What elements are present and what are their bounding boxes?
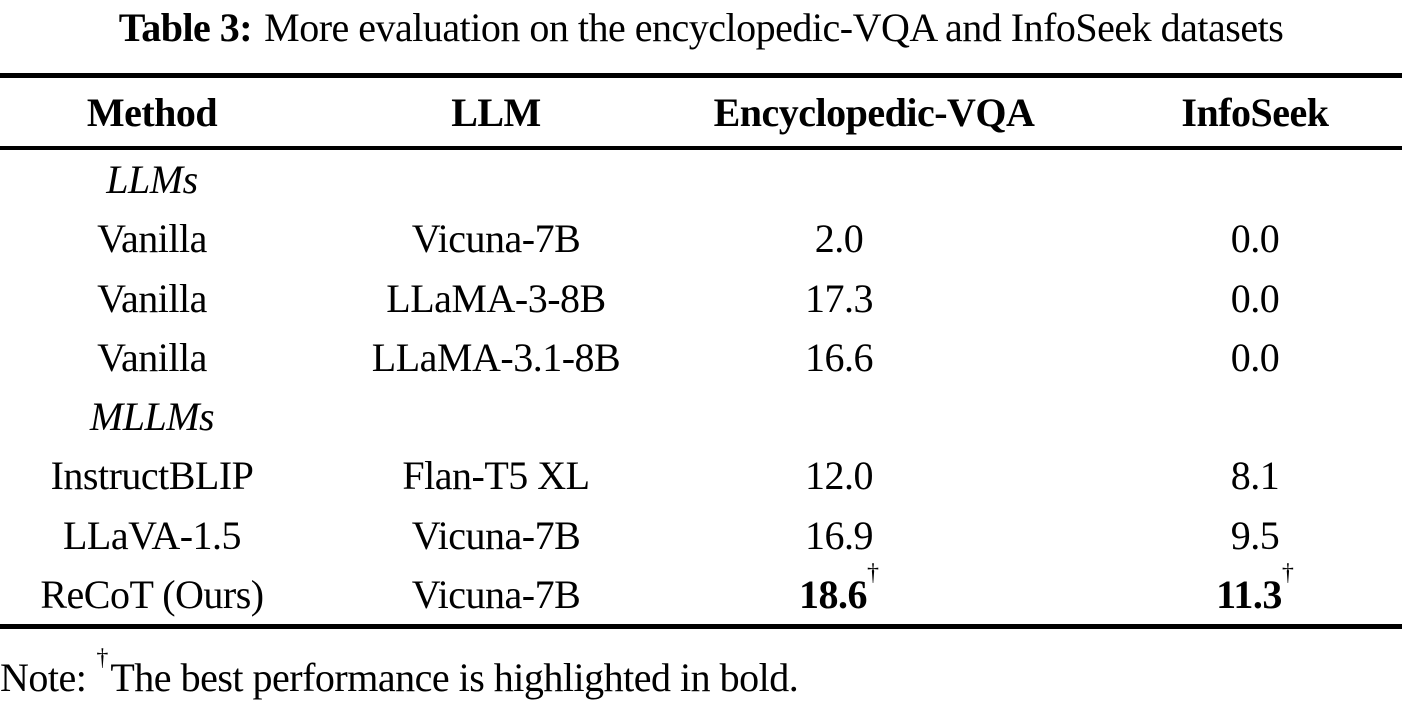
column-header-llm: LLM [451, 89, 541, 135]
infoseek-cell: 8.1 [1230, 453, 1280, 499]
table-row: InstructBLIP Flan-T5 XL 12.0 8.1 [0, 446, 1402, 505]
table-row: Vanilla LLaMA-3-8B 17.3 0.0 [0, 269, 1402, 328]
table-header-row: Method LLM Encyclopedic-VQA InfoSeek [0, 78, 1402, 146]
vqa-cell: 2.0 [814, 216, 864, 262]
top-rule [0, 73, 1402, 78]
llm-cell: Vicuna-7B [411, 571, 581, 617]
infoseek-cell: 11.3† [1080, 561, 1402, 624]
table-row: Vanilla LLaMA-3.1-8B 16.6 0.0 [0, 328, 1402, 387]
table-row-ours: ReCoT (Ours) Vicuna-7B 18.6† 11.3† [0, 561, 1402, 624]
section-row-llms: LLMs [0, 150, 1402, 209]
vqa-cell: 16.9 [805, 512, 874, 558]
section-cell: LLMs [106, 157, 198, 203]
table-caption: Table 3: More evaluation on the encyclope… [0, 0, 1402, 56]
method-cell: LLaVA-1.5 [62, 512, 242, 558]
table-row: Vanilla Vicuna-7B 2.0 0.0 [0, 209, 1402, 268]
llm-cell: LLaMA-3.1-8B [371, 334, 621, 380]
table-footnote: Note: †The best performance is highlighte… [0, 646, 1402, 702]
infoseek-cell: 0.0 [1230, 275, 1280, 321]
infoseek-cell: 9.5 [1230, 512, 1280, 558]
method-cell: Vanilla [97, 334, 207, 380]
column-header-encyclopedic-vqa: Encyclopedic-VQA [713, 89, 1035, 135]
method-cell: Vanilla [97, 275, 207, 321]
vqa-cell: 17.3 [805, 275, 874, 321]
dagger-superscript: † [1281, 559, 1294, 586]
best-value: 11.3 [1216, 571, 1282, 617]
section-row-mllms: MLLMs [0, 387, 1402, 446]
bottom-rule [0, 624, 1402, 629]
llm-cell: Vicuna-7B [411, 216, 581, 262]
llm-cell: Vicuna-7B [411, 512, 581, 558]
dagger-superscript: † [867, 559, 879, 586]
infoseek-cell: 0.0 [1230, 216, 1280, 262]
header-rule [0, 146, 1402, 150]
method-cell: ReCoT (Ours) [40, 571, 264, 617]
column-header-method: Method [86, 89, 218, 135]
table-row: LLaVA-1.5 Vicuna-7B 16.9 9.5 [0, 506, 1402, 565]
llm-cell: LLaMA-3-8B [386, 275, 606, 321]
vqa-cell: 16.6 [805, 334, 874, 380]
infoseek-cell: 0.0 [1230, 334, 1280, 380]
section-cell: MLLMs [89, 394, 215, 440]
table-caption-label: Table 3: [118, 5, 253, 50]
table-body: LLMs Vanilla Vicuna-7B 2.0 0.0 Vanilla L… [0, 150, 1402, 624]
method-cell: InstructBLIP [50, 453, 254, 499]
method-cell: Vanilla [97, 216, 207, 262]
best-value: 18.6 [799, 571, 868, 617]
footnote-text: The best performance is highlighted in b… [110, 655, 799, 700]
vqa-cell: 18.6† [688, 561, 1080, 624]
column-header-infoseek: InfoSeek [1181, 89, 1329, 135]
footnote-prefix: Note: [0, 655, 87, 700]
llm-cell: Flan-T5 XL [402, 453, 590, 499]
table-caption-text: More evaluation on the encyclopedic-VQA … [264, 5, 1284, 50]
vqa-cell: 12.0 [805, 453, 874, 499]
dagger-superscript: † [96, 644, 109, 671]
